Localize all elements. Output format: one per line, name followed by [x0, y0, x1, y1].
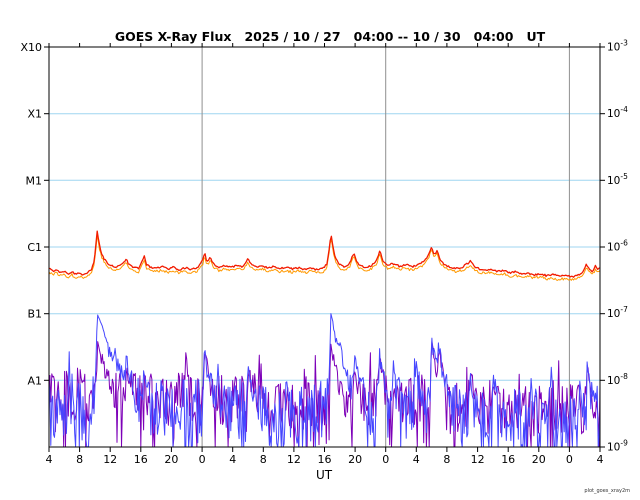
y-left-label: M1	[26, 174, 43, 187]
series-short-channel-primary	[49, 313, 600, 447]
x-tick-label: 4	[413, 453, 420, 466]
y-right-label: 10-8	[607, 372, 628, 387]
x-tick-label: 4	[46, 453, 53, 466]
y-left-label: C1	[27, 241, 42, 254]
series-group	[49, 230, 600, 447]
x-tick-label: 0	[382, 453, 389, 466]
y-left-label: A1	[27, 374, 42, 387]
y-right-label: 10-6	[607, 239, 628, 254]
axis-tick-labels: 4 8 12 16 20 0 4 8 12 16 20 0 4 8 12 16 20 0 4 X10 X1 M1 C1 B1 A…	[20, 39, 628, 467]
y-left-label: X10	[20, 41, 42, 54]
y-right-label: 10-5	[607, 172, 628, 187]
x-tick-label: 20	[348, 453, 362, 466]
x-tick-label: 0	[566, 453, 573, 466]
h-gridlines	[49, 113, 600, 381]
y-right-label: 10-7	[607, 305, 628, 320]
x-tick-label: 12	[471, 453, 485, 466]
x-tick-label: 16	[134, 453, 148, 466]
x-tick-label: 16	[318, 453, 332, 466]
x-tick-label: 12	[287, 453, 301, 466]
x-tick-label: 12	[103, 453, 117, 466]
chart-title: GOES X-Ray Flux 2025 / 10 / 27 04:00 -- …	[115, 29, 546, 44]
x-tick-label: 16	[501, 453, 515, 466]
y-right-label: 10-9	[607, 439, 628, 454]
series-long-channel-secondary	[49, 234, 600, 281]
y-left-label: B1	[27, 308, 42, 321]
y-right-label: 10-4	[607, 105, 628, 120]
y-right-label: 10-3	[607, 39, 628, 54]
series-long-channel-primary	[49, 230, 600, 278]
x-tick-label: 4	[229, 453, 236, 466]
x-axis-label: UT	[316, 468, 333, 482]
y-left-label: X1	[27, 108, 42, 121]
axis-ticks	[44, 43, 605, 452]
series-short-channel-secondary	[49, 341, 600, 447]
x-tick-label: 8	[443, 453, 450, 466]
x-tick-label: 8	[76, 453, 83, 466]
plot-caption: plot_goes_xray2m	[584, 488, 630, 494]
x-tick-label: 20	[164, 453, 178, 466]
plot-area: 4 8 12 16 20 0 4 8 12 16 20 0 4 8 12 16 20 0 4 X10 X1 M1 C1 B1 A…	[20, 39, 628, 467]
x-tick-label: 4	[597, 453, 604, 466]
x-tick-label: 0	[199, 453, 206, 466]
x-tick-label: 8	[260, 453, 267, 466]
x-tick-label: 20	[532, 453, 546, 466]
